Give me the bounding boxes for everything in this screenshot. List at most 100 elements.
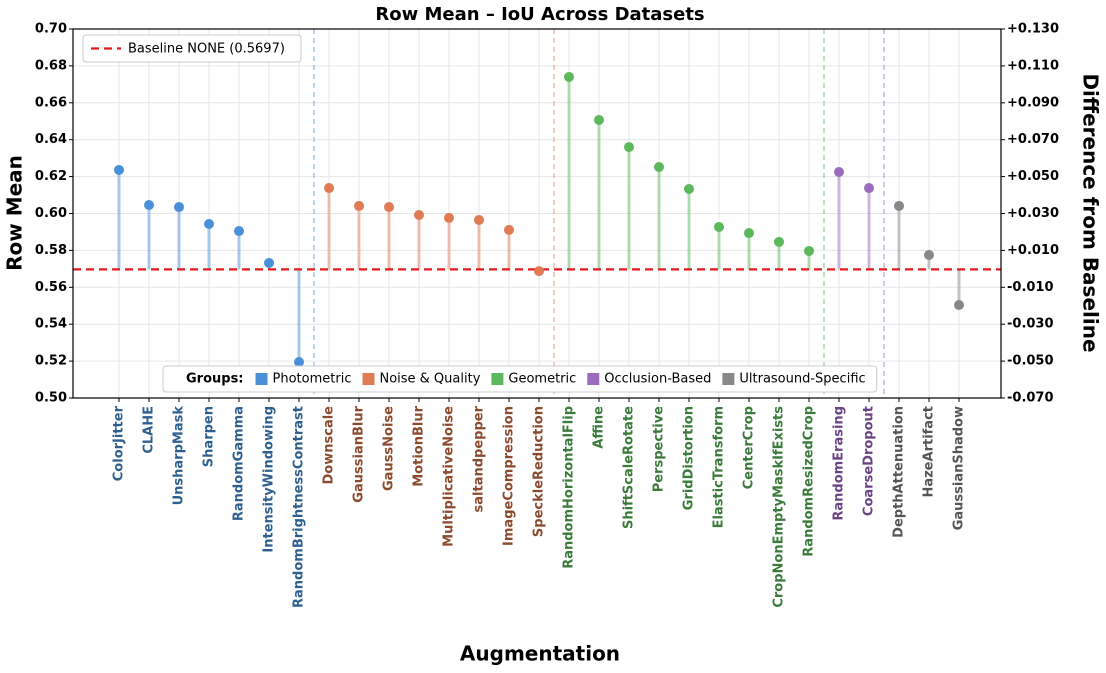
- dot: [954, 300, 964, 311]
- legend-box: [82, 34, 302, 63]
- dot: [654, 162, 664, 173]
- x-tick-label: HazeArtifact: [922, 406, 937, 498]
- dot: [294, 357, 304, 368]
- y2-tick-label: +0.130: [1007, 22, 1059, 37]
- y2-tick-label: +0.070: [1007, 132, 1059, 147]
- y2-tick-label: +0.110: [1007, 58, 1059, 73]
- dot: [804, 245, 814, 256]
- y-tick-label: 0.56: [35, 280, 67, 295]
- dot: [714, 221, 724, 232]
- dot: [444, 212, 454, 223]
- dot: [474, 214, 484, 225]
- dot: [354, 200, 364, 211]
- legend-swatch: [491, 373, 504, 385]
- x-tick-label: CoarseDropout: [862, 406, 877, 516]
- dot: [834, 166, 844, 177]
- x-tick-label: ImageCompression: [502, 406, 517, 546]
- x-tick-label: saltandpepper: [472, 405, 487, 512]
- y-axis-label: Row Mean: [3, 155, 27, 271]
- x-tick-label: Affine: [592, 406, 607, 449]
- y-tick-label: 0.66: [35, 95, 67, 110]
- legend-swatch: [722, 373, 735, 385]
- y-tick-label: 0.52: [35, 354, 67, 369]
- y2-tick-label: +0.050: [1007, 169, 1059, 184]
- dot: [864, 183, 874, 194]
- dot: [624, 142, 634, 153]
- legend-label: Occlusion-Based: [604, 372, 711, 387]
- legend-box: [162, 365, 878, 393]
- x-tick-label: RandomBrightnessContrast: [292, 406, 307, 608]
- x-tick-label: GaussianShadow: [952, 406, 967, 530]
- dots: [114, 71, 964, 368]
- dot: [324, 183, 334, 194]
- x-tick-label: RandomHorizontalFlip: [562, 406, 577, 569]
- x-tick-label: RandomResizedCrop: [802, 406, 817, 557]
- dot: [414, 209, 424, 220]
- x-tick-label: RandomErasing: [832, 406, 847, 521]
- y-tick-label: 0.60: [35, 206, 67, 221]
- y-tick-label: 0.54: [35, 317, 67, 332]
- x-tick-label: GaussNoise: [382, 406, 397, 491]
- dot: [504, 224, 514, 235]
- y2-tick-label: -0.030: [1007, 317, 1054, 332]
- y2-tick-label: +0.090: [1007, 95, 1059, 110]
- y-tick-label: 0.70: [35, 22, 67, 37]
- x-tick-label: SpeckleReduction: [532, 406, 547, 537]
- x-tick-label: CenterCrop: [742, 406, 757, 489]
- x-tick-label: Perspective: [652, 406, 667, 492]
- legend-swatch: [362, 373, 375, 385]
- dot: [114, 164, 124, 175]
- y-tick-label: 0.62: [35, 169, 67, 184]
- dot: [684, 183, 694, 194]
- y2-tick-label: -0.010: [1007, 280, 1054, 295]
- x-tick-label: MotionBlur: [412, 405, 427, 486]
- legend-label: Geometric: [508, 372, 576, 387]
- y2-tick-label: -0.050: [1007, 354, 1054, 369]
- x-tick-label: CropNonEmptyMaskIfExists: [772, 406, 787, 608]
- x-tick-label: MultiplicativeNoise: [442, 406, 457, 547]
- dot: [264, 257, 274, 268]
- legend-label: Baseline NONE (0.5697): [128, 42, 285, 57]
- group-legend: Groups: Photometric Noise & Quality Geometr…: [162, 365, 878, 393]
- x-tick-label: GaussianBlur: [352, 405, 367, 502]
- x-tick-label: IntensityWindowing: [262, 406, 277, 553]
- x-tick-label: CLAHE: [142, 406, 157, 454]
- dot: [384, 202, 394, 213]
- legend-title: Groups:: [186, 372, 244, 387]
- legend-swatch: [587, 373, 600, 385]
- plot-frame: [72, 28, 1002, 399]
- dot: [774, 236, 784, 247]
- legend-swatch: [255, 373, 268, 385]
- legend-label: Ultrasound-Specific: [739, 372, 865, 387]
- x-tick-label: Downscale: [322, 406, 337, 485]
- dot: [744, 228, 754, 239]
- y2-axis-label: Difference from Baseline: [1079, 73, 1103, 352]
- dot: [234, 226, 244, 237]
- x-tick-label: UnsharpMask: [172, 406, 187, 506]
- x-tick-label: Sharpen: [202, 406, 217, 467]
- y2-tick-label: +0.030: [1007, 206, 1059, 221]
- y-tick-label: 0.50: [35, 391, 67, 406]
- stems: [117, 76, 961, 363]
- dot: [534, 266, 544, 277]
- x-tick-label: ColorJitter: [112, 405, 127, 481]
- legend-label: Photometric: [273, 372, 352, 387]
- y-tick-label: 0.64: [35, 132, 67, 147]
- dot: [924, 250, 934, 261]
- x-tick-label: ElasticTransform: [712, 406, 727, 528]
- x-tick-label: ShiftScaleRotate: [622, 406, 637, 529]
- x-axis-label: Augmentation: [460, 642, 620, 666]
- dot: [144, 200, 154, 211]
- grid: [73, 28, 1001, 399]
- dot: [594, 114, 604, 125]
- legend-label: Noise & Quality: [379, 372, 480, 387]
- y2-tick-label: +0.010: [1007, 243, 1059, 258]
- dot: [564, 71, 574, 82]
- x-tick-label: GridDistortion: [682, 406, 697, 510]
- y2-tick-label: -0.070: [1007, 391, 1054, 406]
- dot: [894, 200, 904, 211]
- x-tick-label: DepthAttenuation: [892, 406, 907, 538]
- dot: [174, 202, 184, 213]
- dot: [204, 219, 214, 230]
